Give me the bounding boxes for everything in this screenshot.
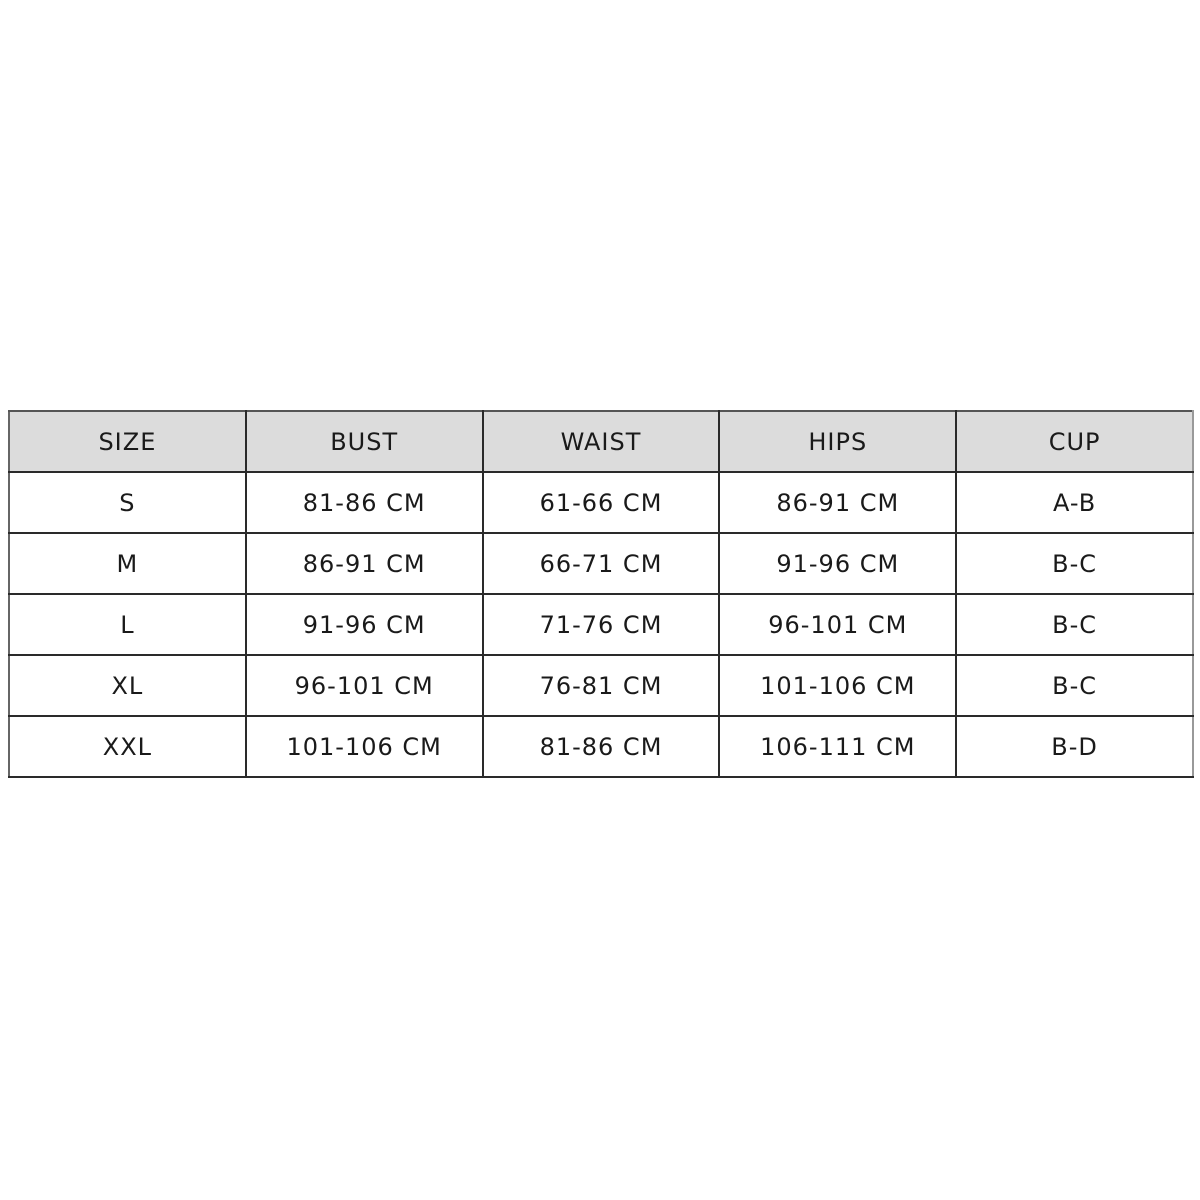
header-size: SIZE [8,410,247,473]
cell-size: XXL [8,715,247,778]
cell-bust: 81-86 CM [244,471,484,534]
cell-size: S [8,471,247,534]
table-row: L 91-96 CM 71-76 CM 96-101 CM B-C [8,593,1194,656]
cell-cup: B-C [955,532,1194,595]
header-hips: HIPS [718,410,958,473]
table-row: S 81-86 CM 61-66 CM 86-91 CM A-B [8,471,1194,534]
cell-waist: 81-86 CM [481,715,721,778]
table-row: XXL 101-106 CM 81-86 CM 106-111 CM B-D [8,715,1194,778]
cell-hips: 106-111 CM [718,715,958,778]
cell-hips: 86-91 CM [718,471,958,534]
table-row: XL 96-101 CM 76-81 CM 101-106 CM B-C [8,654,1194,717]
header-waist: WAIST [481,410,721,473]
cell-cup: B-C [955,593,1194,656]
cell-cup: B-C [955,654,1194,717]
cell-waist: 61-66 CM [481,471,721,534]
header-row: SIZE BUST WAIST HIPS CUP [8,410,1194,473]
header-cup: CUP [955,410,1194,473]
cell-waist: 66-71 CM [481,532,721,595]
cell-bust: 96-101 CM [244,654,484,717]
cell-size: XL [8,654,247,717]
cell-bust: 101-106 CM [244,715,484,778]
cell-waist: 76-81 CM [481,654,721,717]
cell-waist: 71-76 CM [481,593,721,656]
cell-size: L [8,593,247,656]
cell-hips: 96-101 CM [718,593,958,656]
cell-hips: 91-96 CM [718,532,958,595]
cell-hips: 101-106 CM [718,654,958,717]
cell-cup: A-B [955,471,1194,534]
size-chart-table: SIZE BUST WAIST HIPS CUP S 81-86 CM 61-66 … [8,410,1194,778]
cell-bust: 91-96 CM [244,593,484,656]
header-bust: BUST [244,410,484,473]
cell-cup: B-D [955,715,1194,778]
cell-size: M [8,532,247,595]
cell-bust: 86-91 CM [244,532,484,595]
table-row: M 86-91 CM 66-71 CM 91-96 CM B-C [8,532,1194,595]
